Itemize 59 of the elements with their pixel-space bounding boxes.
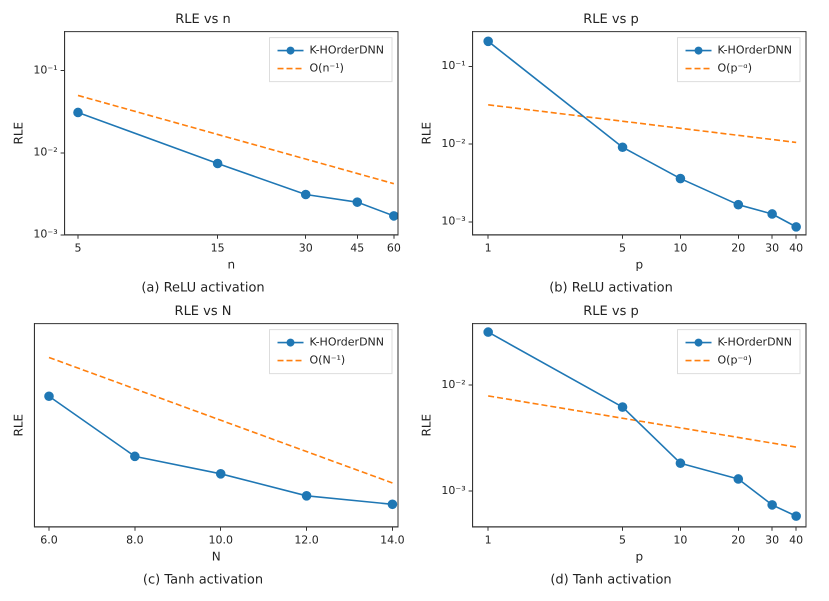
x-tick-label: 20	[731, 241, 746, 254]
x-tick-label: 1	[484, 533, 492, 546]
point	[302, 491, 312, 501]
text: (d) Tanh activation	[550, 572, 672, 588]
legend-label: O(N⁻¹)	[310, 353, 346, 366]
x-tick-label: 20	[731, 533, 746, 546]
x-tick-label: 15	[210, 241, 225, 254]
y-tick-label: 10⁻¹	[33, 64, 58, 77]
x-tick-label: 30	[298, 241, 313, 254]
x-tick-label: 30	[765, 533, 780, 546]
point	[216, 469, 226, 479]
y-tick-label: 10⁻³	[33, 228, 58, 241]
x-tick-label: 30	[765, 241, 780, 254]
legend-label: K-HOrderDNN	[718, 335, 792, 348]
text: (b) ReLU activation	[549, 280, 673, 296]
x-tick-label: 10.0	[208, 533, 233, 546]
legend-label: K-HOrderDNN	[718, 43, 792, 56]
chart-title: RLE vs n	[175, 12, 231, 28]
point	[388, 499, 398, 510]
x-tick-label: 10	[673, 241, 688, 254]
y-axis-title: RLE	[11, 122, 26, 145]
legend-label: K-HOrderDNN	[310, 335, 384, 348]
y-tick-label: 10⁻³	[441, 484, 466, 497]
x-axis-title: p	[635, 549, 644, 564]
x-tick-label: 40	[789, 533, 804, 546]
x-tick-label: 1	[484, 241, 492, 254]
x-tick-label: 45	[350, 241, 364, 254]
y-axis-title: RLE	[419, 414, 434, 437]
chart-title: RLE vs N	[174, 304, 232, 320]
x-tick-label: 8.0	[126, 533, 144, 546]
y-tick-label: 10⁻²	[441, 378, 466, 391]
chart-title: RLE vs p	[583, 304, 639, 320]
x-tick-label: 14.0	[380, 533, 405, 546]
x-tick-label: 10	[673, 533, 688, 546]
y-axis-title: RLE	[11, 414, 26, 437]
point	[130, 452, 140, 462]
x-tick-label: 5	[74, 241, 82, 254]
legend-label: K-HOrderDNN	[310, 43, 384, 56]
y-tick-label: 10⁻¹	[441, 59, 466, 72]
legend-label: O(p⁻ᵅ)	[718, 353, 752, 366]
text: (a) ReLU activation	[141, 280, 265, 296]
legend-label: O(p⁻ᵅ)	[718, 61, 752, 74]
chart-title: RLE vs p	[583, 12, 639, 28]
x-tick-label: 40	[789, 241, 804, 254]
x-tick-label: 12.0	[294, 533, 319, 546]
y-tick-label: 10⁻³	[441, 214, 466, 228]
x-tick-label: 6.0	[40, 533, 58, 546]
text: (c) Tanh activation	[142, 572, 264, 588]
x-tick-label: 60	[386, 241, 401, 254]
x-axis-title: n	[228, 257, 236, 272]
y-tick-label: 10⁻²	[33, 146, 58, 159]
x-tick-label: 5	[619, 241, 626, 254]
x-axis-title: N	[212, 549, 221, 564]
y-tick-label: 10⁻²	[441, 136, 466, 150]
point	[44, 391, 54, 402]
y-axis-title: RLE	[419, 122, 434, 145]
x-axis-title: p	[635, 257, 644, 272]
legend-label: O(n⁻¹)	[310, 61, 344, 74]
x-tick-label: 5	[619, 533, 626, 546]
